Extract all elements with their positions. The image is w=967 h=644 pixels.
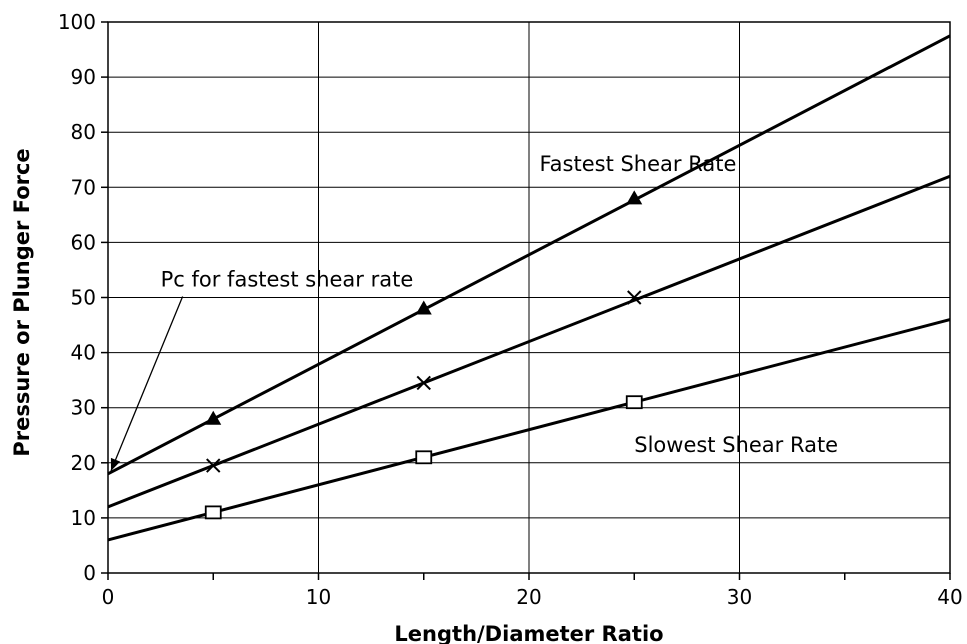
x-tick-label: 30 [727,585,752,609]
data-point-x-stroke [627,290,642,305]
y-tick-label: 20 [71,451,96,475]
series-line [107,318,951,542]
data-point-triangle [626,190,643,205]
y-tick-label: 100 [58,10,96,34]
y-axis-label: Pressure or Plunger Force [10,148,34,456]
data-point-square [204,505,222,520]
data-point-triangle [205,410,222,425]
annotation-1: Fastest Shear Rate [540,152,737,176]
x-axis-label: Length/Diameter Ratio [394,622,663,644]
series-2 [107,174,951,509]
annotation-3: Pc for fastest shear rate [161,267,414,291]
annotation-arrow-line [110,296,184,472]
tick-labels: 0 10 20 30 40 50 60 70 80 90 100 0 10 20 30 40 [58,10,963,609]
grid [101,21,951,580]
data-point-square [625,395,643,410]
data-point-x [416,375,431,391]
y-tick-label: 10 [71,506,96,530]
series-line [107,34,951,476]
annotation-2: Slowest Shear Rate [634,433,838,457]
x-tick-label: 10 [306,585,331,609]
y-tick-label: 40 [71,341,96,365]
y-tick-label: 30 [71,396,96,420]
x-tick-label: 40 [937,585,962,609]
x-tick-label: 20 [516,585,541,609]
y-tick-label: 0 [83,561,96,585]
y-tick-label: 60 [71,230,96,254]
y-tick-label: 80 [71,120,96,144]
data-point-x [206,458,221,473]
annotation-arrow-head [110,457,121,471]
series [107,34,951,542]
series-3 [107,318,951,542]
data-point-square [415,450,433,465]
data-point-triangle [415,300,432,315]
series-line [107,174,951,509]
y-tick-label: 50 [71,286,96,310]
x-tick-label: 0 [102,585,115,609]
annotations: Fastest Shear Rate Slowest Shear Rate Pc f… [110,152,838,472]
data-point-x-stroke [416,375,431,391]
y-tick-label: 70 [71,175,96,199]
data-point-x-stroke [206,458,221,473]
series-1 [107,34,951,476]
y-tick-label: 90 [71,65,96,89]
data-point-x [627,290,642,305]
